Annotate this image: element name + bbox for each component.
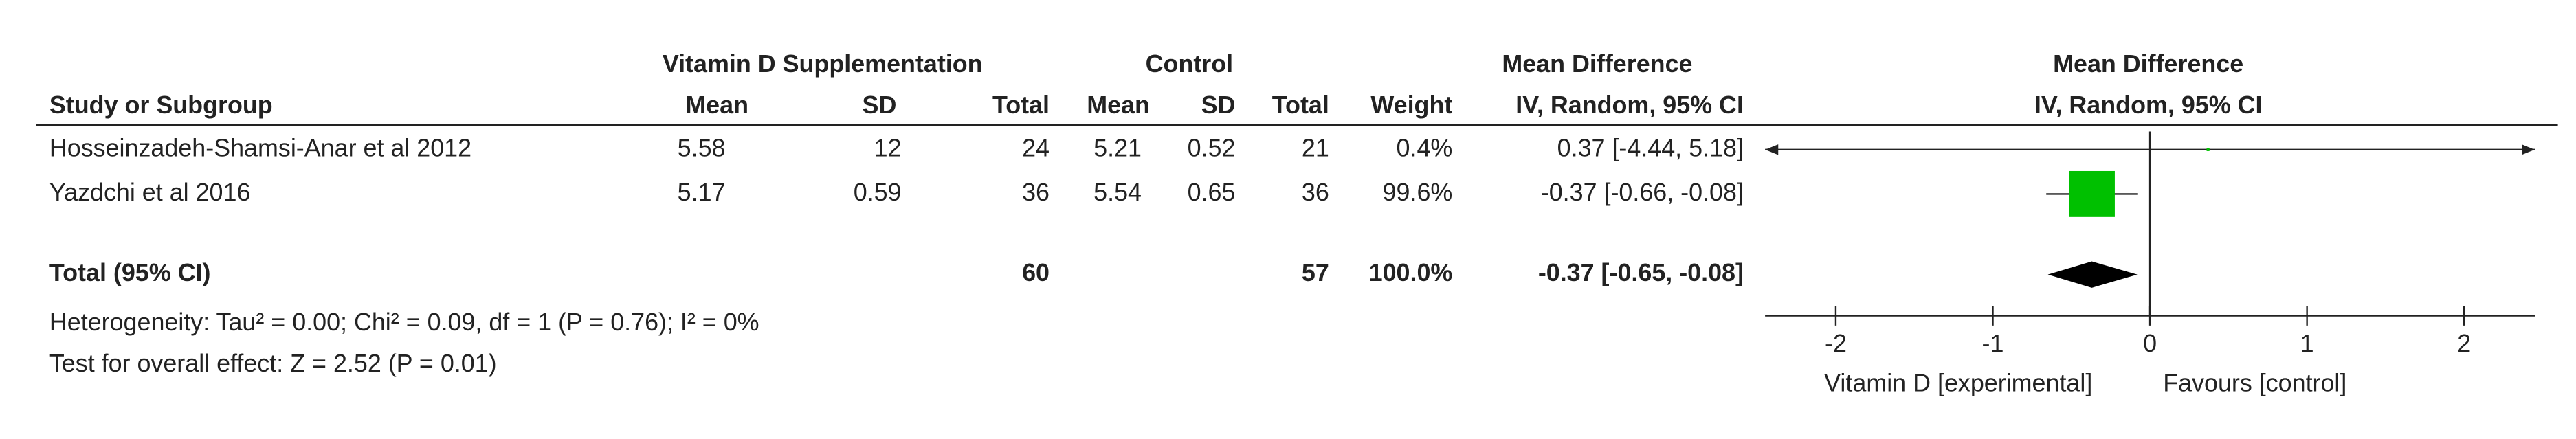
column-header: IV, Random, 95% CI <box>2034 91 2263 119</box>
column-header: Weight <box>1370 91 1452 119</box>
x-tick-label: 1 <box>2300 330 2314 357</box>
column-header: SD <box>1201 91 1236 119</box>
x-tick-label: 2 <box>2457 330 2471 357</box>
weight: 99.6% <box>1383 179 1453 206</box>
cell-ctrl-sd: 0.52 <box>1188 134 1236 161</box>
column-header: SD <box>863 91 897 119</box>
column-header: Study or Subgroup <box>49 91 273 119</box>
cell-ctrl-mean: 5.21 <box>1093 134 1142 161</box>
x-tick-label: -2 <box>1825 330 1847 357</box>
total-weight: 100.0% <box>1369 259 1453 286</box>
cell-exp-mean: 5.17 <box>678 179 726 206</box>
column-header: Total <box>1272 91 1329 119</box>
cell-ctrl-sd: 0.65 <box>1188 179 1236 206</box>
cell-exp-mean: 5.58 <box>678 134 726 161</box>
estimate: -0.37 [-0.66, -0.08] <box>1541 179 1744 206</box>
total-estimate: -0.37 [-0.65, -0.08] <box>1538 259 1744 286</box>
column-header: Total <box>992 91 1050 119</box>
column-header: Mean <box>1087 91 1150 119</box>
group-header: Control <box>1146 50 1234 78</box>
study-name: Yazdchi et al 2016 <box>49 179 251 206</box>
x-label-right: Favours [control] <box>2163 370 2346 397</box>
group-header: Vitamin D Supplementation <box>663 50 983 78</box>
cell-ctrl-mean: 5.54 <box>1093 179 1142 206</box>
total-name: Total (95% CI) <box>49 259 211 286</box>
group-header: Mean Difference <box>1502 50 1692 78</box>
cell-exp-sd: 12 <box>874 134 902 161</box>
study-square <box>2206 148 2210 151</box>
x-tick-label: 0 <box>2143 330 2157 357</box>
cell-exp-total: 24 <box>1022 134 1050 161</box>
weight: 0.4% <box>1397 134 1453 161</box>
diamond <box>2047 261 2138 288</box>
x-tick-label: -1 <box>1982 330 2004 357</box>
study-name: Hosseinzadeh-Shamsi-Anar et al 2012 <box>49 134 471 161</box>
group-header: Mean Difference <box>2053 50 2243 78</box>
cell-exp-sd: 0.59 <box>854 179 902 206</box>
estimate: 0.37 [-4.44, 5.18] <box>1557 134 1744 161</box>
cell-ctrl-total: 36 <box>1302 179 1329 206</box>
x-label-left: Vitamin D [experimental] <box>1824 370 2092 397</box>
cell-ctrl-total: 21 <box>1302 134 1329 161</box>
total-ctrl: 57 <box>1302 259 1329 286</box>
cell-exp-total: 36 <box>1022 179 1050 206</box>
overall-effect: Test for overall effect: Z = 2.52 (P = 0… <box>49 350 497 377</box>
heterogeneity: Heterogeneity: Tau² = 0.00; Chi² = 0.09,… <box>49 308 759 336</box>
total-exp: 60 <box>1022 259 1050 286</box>
column-header: IV, Random, 95% CI <box>1515 91 1744 119</box>
column-header: Mean <box>685 91 748 119</box>
study-square <box>2069 170 2115 217</box>
